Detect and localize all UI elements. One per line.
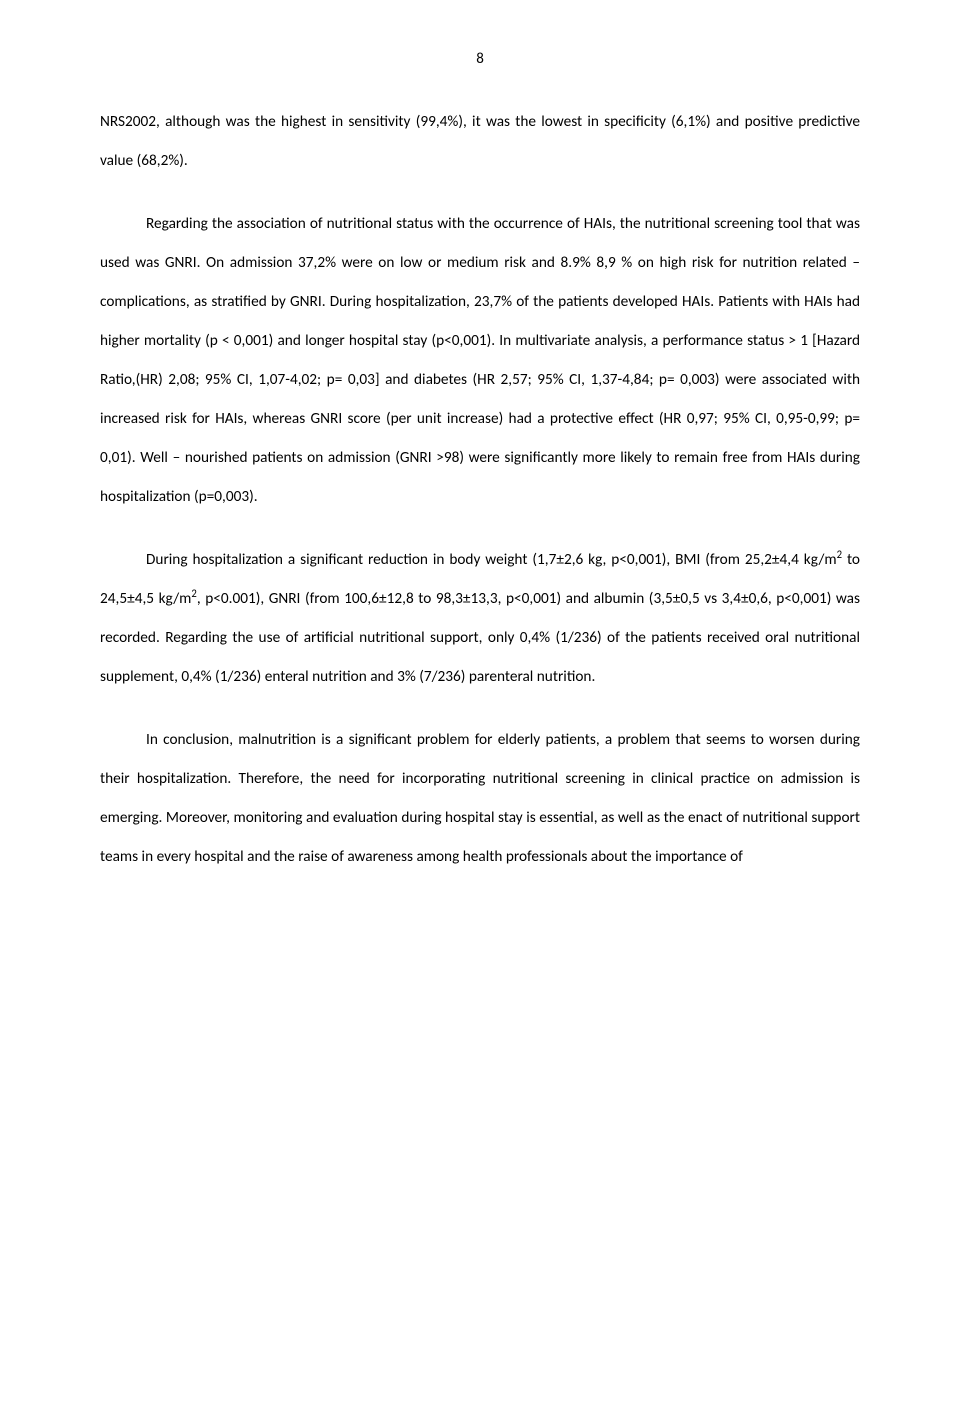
document-page: 8 NRS2002, although was the highest in s… (0, 0, 960, 1411)
body-paragraph-2: Regarding the association of nutritional… (100, 204, 860, 516)
body-paragraph-3: During hospitalization a significant red… (100, 540, 860, 696)
paragraph-spacer (100, 186, 860, 204)
paragraph-spacer (100, 702, 860, 720)
page-number: 8 (100, 50, 860, 68)
body-paragraph-1: NRS2002, although was the highest in sen… (100, 102, 860, 180)
body-paragraph-4: In conclusion, malnutrition is a signifi… (100, 720, 860, 876)
paragraph-spacer (100, 522, 860, 540)
